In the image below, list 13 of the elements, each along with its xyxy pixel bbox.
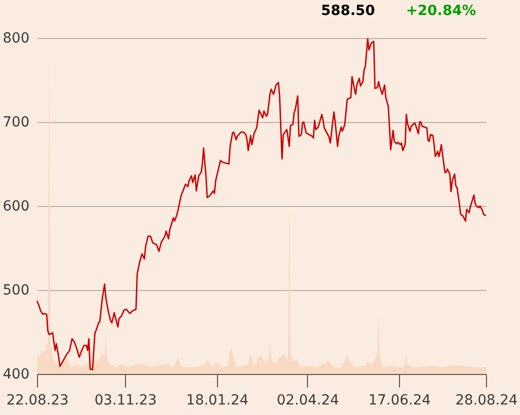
y-tick-label: 500	[2, 282, 30, 298]
x-tick-label: 03.11.23	[94, 392, 157, 408]
y-tick-label: 700	[2, 114, 30, 130]
x-tick-label: 17.06.24	[368, 392, 431, 408]
text: +20.84%	[406, 3, 476, 19]
x-tick-label: 18.01.24	[186, 392, 249, 408]
y-tick-label: 400	[2, 366, 30, 382]
x-tick-label: 28.08.24	[455, 392, 518, 408]
text: 588.50	[320, 3, 376, 19]
y-tick-label: 800	[2, 30, 30, 46]
y-tick-label: 600	[2, 198, 30, 214]
x-tick-label: 22.08.23	[6, 392, 69, 408]
x-tick-label: 02.04.24	[276, 392, 340, 408]
